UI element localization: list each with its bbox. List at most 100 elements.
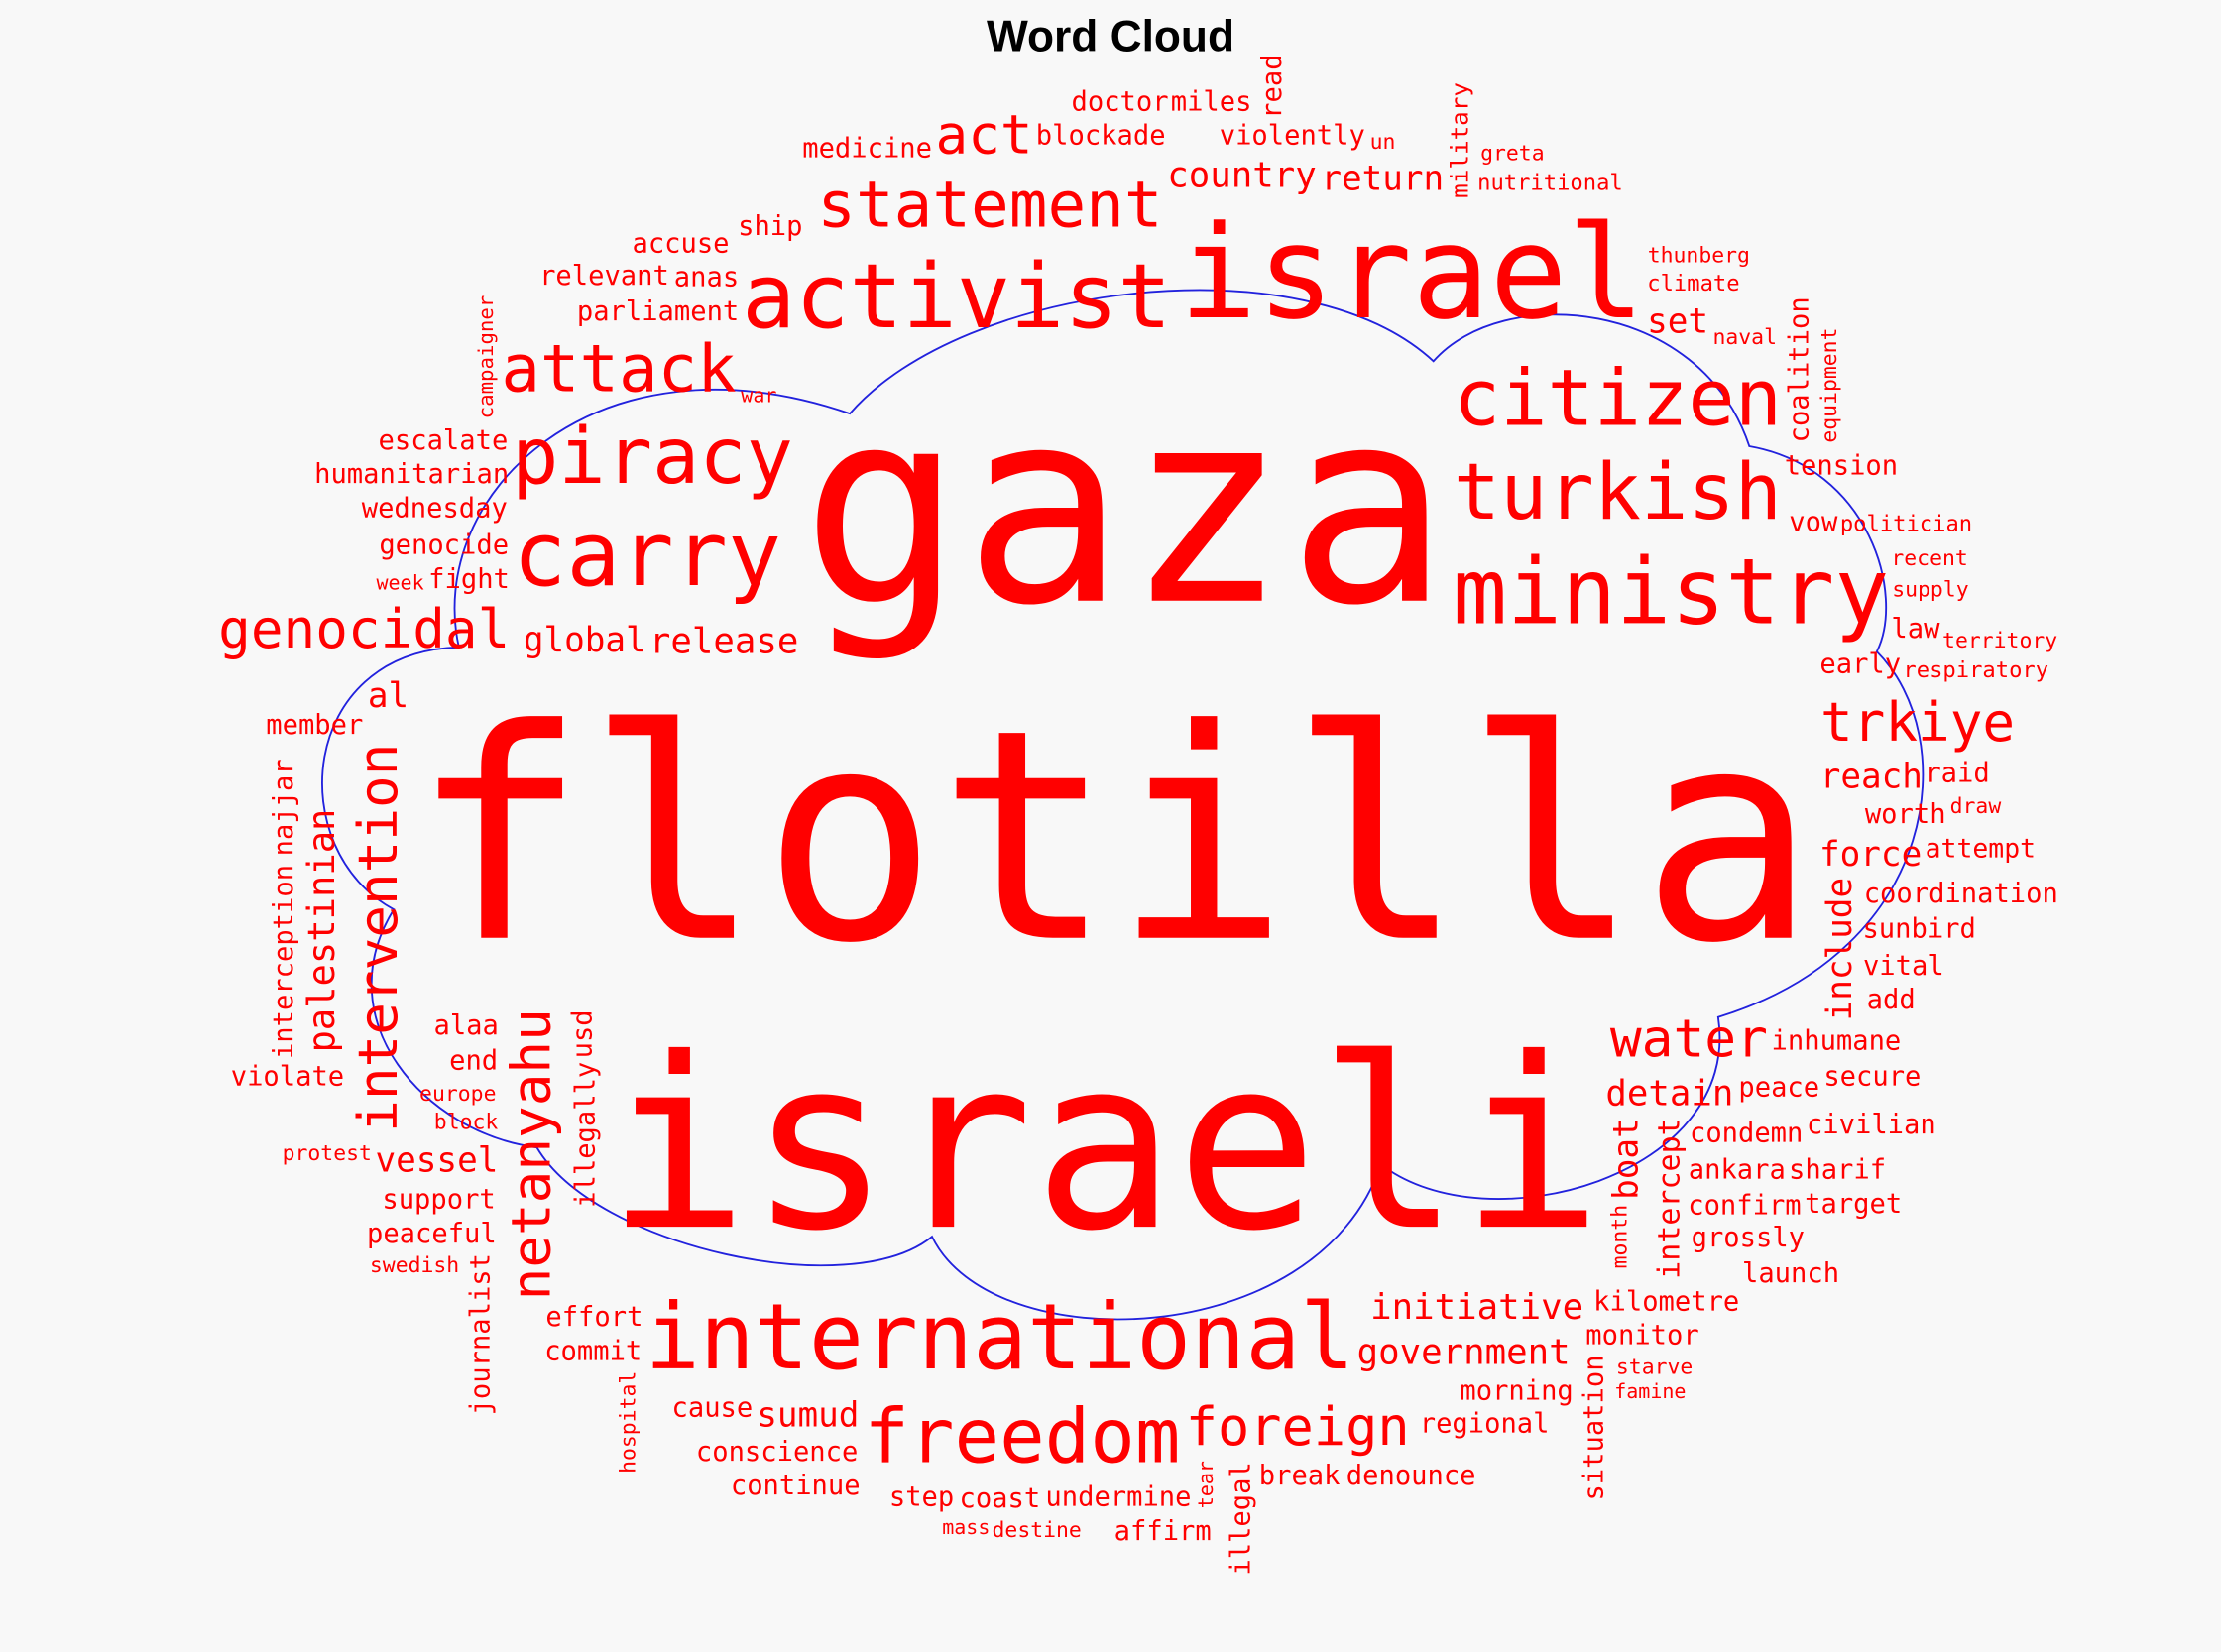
word-cloud-word: denounce — [1345, 1461, 1476, 1492]
word-cloud-word: vessel — [375, 1140, 499, 1181]
word-cloud-word: attempt — [1925, 834, 2037, 865]
word-cloud-word: politician — [1839, 511, 1973, 537]
word-cloud-word: sunbird — [1862, 912, 1976, 945]
word-cloud-word: tear — [1196, 1461, 1219, 1509]
word-cloud-word: mass — [942, 1516, 991, 1540]
word-cloud-word: najjar — [268, 759, 300, 857]
word-cloud-word: sharif — [1789, 1153, 1887, 1186]
word-cloud-word: sumud — [757, 1394, 860, 1435]
word-cloud-word: illegally — [570, 1061, 602, 1208]
word-cloud-word: peace — [1738, 1072, 1820, 1105]
word-cloud-word: international — [644, 1286, 1355, 1391]
word-cloud-word: foreign — [1185, 1395, 1410, 1459]
word-cloud-word: coordination — [1863, 878, 2058, 910]
word-cloud-word: secure — [1823, 1060, 1922, 1093]
word-cloud-word: ankara — [1688, 1153, 1786, 1185]
word-cloud-word: flotilla — [410, 666, 1816, 1007]
word-cloud-word: trkiye — [1819, 691, 2016, 755]
word-cloud-word: destine — [992, 1516, 1082, 1543]
word-cloud-word: medicine — [802, 132, 932, 165]
word-cloud-word: worth — [1864, 798, 1946, 830]
word-cloud-word: violently — [1219, 120, 1365, 153]
word-cloud-word: territory — [1942, 628, 2058, 653]
word-cloud-word: netanyahu — [500, 1008, 563, 1301]
word-cloud-word: situation — [1578, 1355, 1610, 1501]
word-cloud-word: starve — [1615, 1354, 1694, 1380]
word-cloud-word: attack — [501, 329, 737, 407]
word-cloud-word: member — [266, 709, 364, 741]
word-cloud-word: doctor — [1071, 86, 1169, 118]
word-cloud-word: add — [1866, 985, 1916, 1016]
word-cloud-word: undermine — [1045, 1481, 1192, 1513]
word-cloud-word: step — [888, 1481, 955, 1514]
word-cloud-word: cause — [671, 1392, 754, 1425]
word-cloud-word: boat — [1606, 1118, 1647, 1201]
word-cloud-word: relevant — [539, 260, 669, 293]
word-cloud-word: accuse — [632, 227, 730, 259]
word-cloud-word: citizen — [1453, 352, 1783, 444]
word-cloud-word: wednesday — [361, 493, 508, 525]
word-cloud-word: coalition — [1784, 296, 1815, 443]
word-cloud-word: blockade — [1035, 119, 1166, 152]
word-cloud-word: vital — [1862, 950, 1944, 983]
word-cloud-word: initiative — [1370, 1286, 1584, 1328]
word-cloud-word: interception — [268, 864, 299, 1059]
word-cloud-word: thunberg — [1647, 242, 1750, 269]
word-cloud-word: kilometre — [1593, 1286, 1740, 1318]
word-cloud-word: escalate — [378, 424, 509, 457]
word-cloud-word: nutritional — [1477, 170, 1623, 196]
word-cloud-word: europe — [419, 1080, 497, 1107]
word-cloud-word: ministry — [1452, 540, 1890, 646]
word-cloud-word: raid — [1925, 758, 1990, 789]
word-cloud-word: continue — [730, 1470, 861, 1501]
word-cloud-word: return — [1321, 158, 1445, 198]
word-cloud-word: piracy — [512, 410, 793, 502]
word-cloud-word: respiratory — [1903, 656, 2049, 682]
word-cloud-word: palestinian — [301, 808, 345, 1053]
word-cloud-word: coast — [959, 1482, 1041, 1514]
word-cloud-word: military — [1447, 81, 1475, 198]
word-cloud-word: morning — [1460, 1374, 1574, 1406]
word-cloud-word: statement — [817, 167, 1163, 243]
word-cloud-word: law — [1891, 614, 1940, 646]
word-cloud-word: hospital — [615, 1370, 642, 1474]
word-cloud-word: usd — [567, 1008, 600, 1058]
word-cloud-word: humanitarian — [314, 458, 510, 491]
word-cloud-word: commit — [544, 1336, 643, 1368]
word-cloud-word: civilian — [1806, 1109, 1936, 1140]
word-cloud-word: peaceful — [366, 1218, 497, 1250]
word-cloud-word: early — [1819, 648, 1902, 680]
word-cloud-word: vow — [1789, 507, 1838, 538]
word-cloud-word: violate — [230, 1061, 345, 1093]
word-cloud-word: support — [382, 1184, 496, 1217]
word-cloud-word: parliament — [576, 295, 740, 327]
word-cloud-word: country — [1167, 154, 1317, 196]
word-cloud-word: israeli — [606, 1008, 1603, 1284]
word-cloud-word: swedish — [369, 1252, 460, 1278]
word-cloud-word: government — [1356, 1332, 1571, 1373]
word-cloud-word: genocide — [379, 530, 510, 561]
word-cloud-word: condemn — [1689, 1118, 1804, 1150]
word-cloud-word: israel — [1179, 199, 1645, 349]
word-cloud-word: launch — [1741, 1257, 1840, 1289]
word-cloud-word: monitor — [1585, 1320, 1699, 1353]
word-cloud-word: war — [741, 385, 777, 408]
word-cloud-word: campaigner — [475, 295, 499, 419]
word-cloud-word: force — [1818, 834, 1923, 875]
word-cloud-word: fight — [428, 563, 510, 596]
word-cloud-word: miles — [1170, 86, 1252, 118]
word-cloud-word: release — [648, 620, 799, 661]
word-cloud-word: include — [1819, 877, 1860, 1021]
word-cloud-word: effort — [545, 1302, 643, 1334]
word-cloud-word: illegal — [1225, 1461, 1257, 1575]
word-cloud-word: greta — [1480, 140, 1545, 166]
word-cloud-word: journalist — [464, 1253, 497, 1416]
word-cloud-word: un — [1369, 129, 1396, 156]
word-cloud-word: week — [376, 572, 424, 596]
word-cloud-word: read — [1256, 53, 1289, 119]
word-cloud-word: month — [1606, 1204, 1632, 1268]
word-cloud-word: intercept — [1651, 1117, 1687, 1279]
word-cloud-word: set — [1647, 300, 1709, 341]
